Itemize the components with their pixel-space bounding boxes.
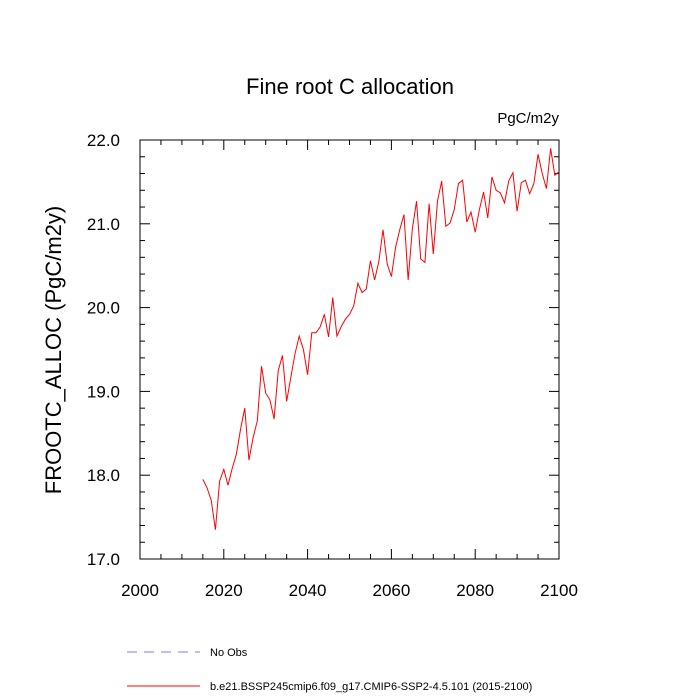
y-tick-label: 21.0 xyxy=(87,215,120,234)
x-tick-label: 2100 xyxy=(540,581,578,600)
plot-frame xyxy=(139,139,560,560)
y-tick-label: 17.0 xyxy=(87,550,120,569)
x-tick-label: 2080 xyxy=(456,581,494,600)
tick-labels: 2000 2020 2040 2060 2080 2100 17.0 18.0 19.0 20.0… xyxy=(87,131,578,600)
series-line xyxy=(202,148,560,530)
x-tick-label: 2020 xyxy=(205,581,243,600)
series-layer xyxy=(202,148,560,530)
ticks xyxy=(139,139,560,560)
x-tick-label: 2000 xyxy=(121,581,159,600)
units-label: PgC/m2y xyxy=(497,110,559,127)
y-tick-label: 22.0 xyxy=(87,131,120,150)
chart-title: Fine root C allocation xyxy=(246,74,454,99)
legend-label: b.e21.BSSP245cmip6.f09_g17.CMIP6-SSP2-4.… xyxy=(210,681,532,693)
x-tick-label: 2060 xyxy=(372,581,410,600)
legend: No Obs b.e21.BSSP245cmip6.f09_g17.CMIP6-S… xyxy=(127,647,532,693)
y-tick-label: 20.0 xyxy=(87,299,120,318)
legend-label: No Obs xyxy=(210,647,248,659)
y-tick-label: 18.0 xyxy=(87,466,120,485)
y-tick-label: 19.0 xyxy=(87,382,120,401)
y-axis-label: FROOTC_ALLOC (PgC/m2y) xyxy=(41,206,66,495)
x-tick-label: 2040 xyxy=(289,581,327,600)
